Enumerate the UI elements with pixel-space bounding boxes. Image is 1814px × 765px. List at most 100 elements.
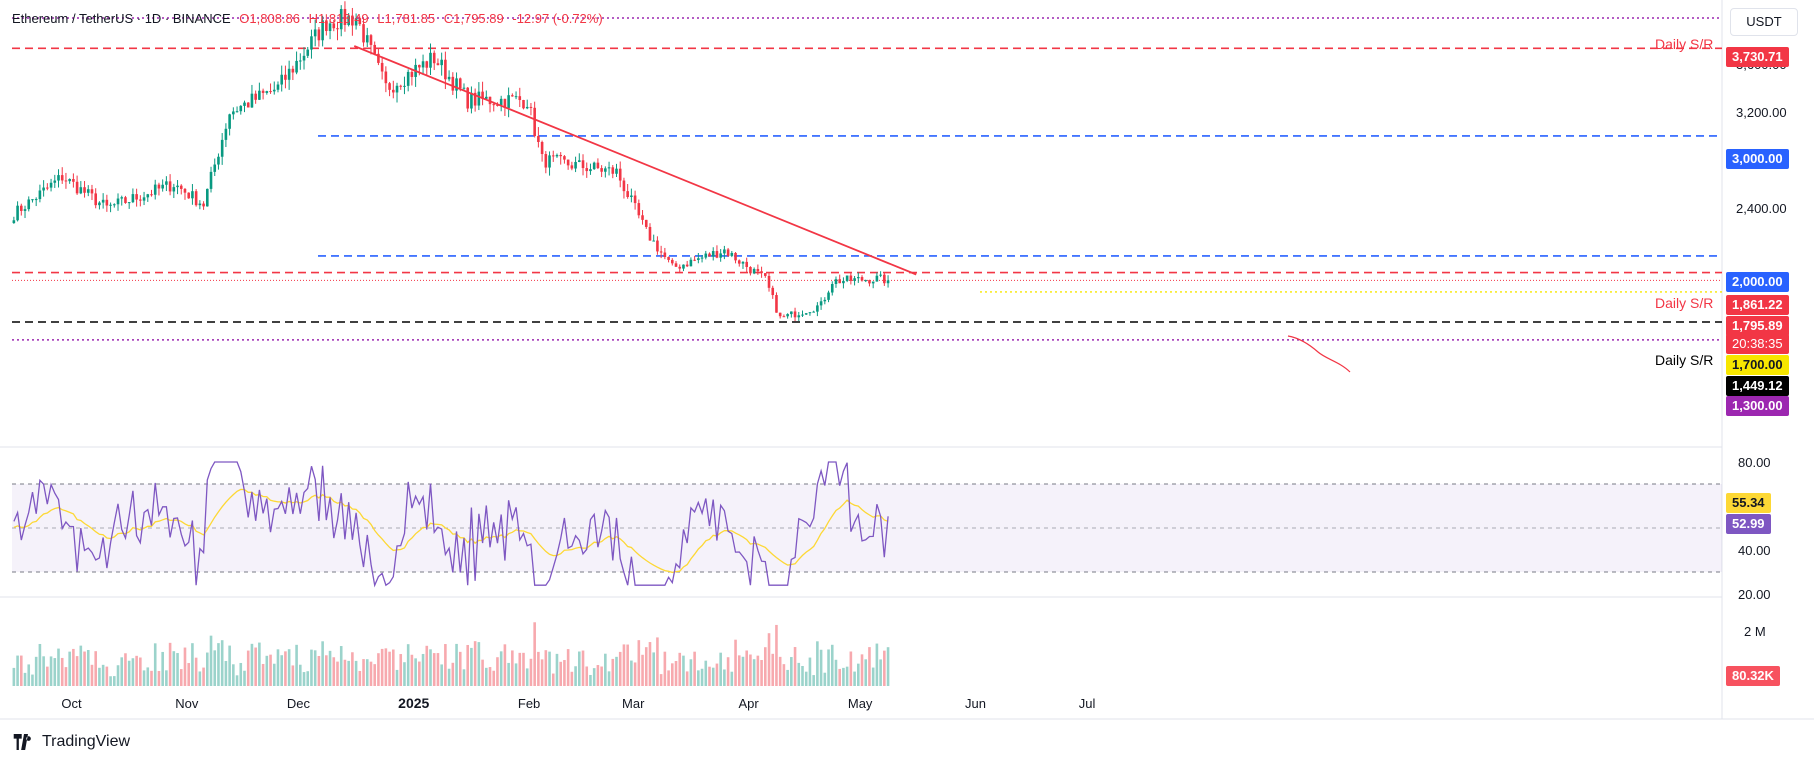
candle-body (507, 95, 510, 108)
volume-bar (399, 654, 403, 686)
candle-body (786, 314, 789, 317)
candle-body (749, 267, 752, 274)
volume-bar (559, 661, 562, 686)
candle-body (206, 188, 209, 207)
candle-body (86, 189, 90, 193)
volume-bar (700, 668, 704, 686)
candle-body (566, 159, 570, 166)
volume-bar (232, 664, 235, 686)
volume-bar (425, 645, 429, 686)
volume-bar (883, 650, 886, 686)
candle-body (838, 279, 841, 284)
volume-bar (745, 650, 748, 686)
volume-bar (250, 643, 254, 686)
candle-body (135, 194, 138, 200)
candle-body (853, 278, 856, 281)
candle-body (470, 92, 473, 109)
candle-body (332, 23, 336, 29)
candle-body (172, 187, 176, 192)
candle-body (466, 87, 469, 109)
volume-bar (395, 669, 399, 686)
sr-label-bottom: Daily S/R (1655, 352, 1714, 368)
volume-bar (321, 641, 324, 686)
candle-body (224, 128, 228, 140)
volume-bar (72, 648, 75, 686)
candle-body (410, 71, 414, 77)
volume-bar (652, 652, 655, 686)
candle-body (254, 93, 257, 100)
volume-bar (94, 651, 97, 686)
candle-body (563, 156, 566, 160)
volume-bar (447, 668, 451, 686)
volume-bar (719, 652, 722, 686)
volume-bar (124, 653, 127, 686)
candle-body (663, 252, 667, 258)
volume-bar (525, 668, 529, 686)
candle-body (741, 261, 745, 264)
volume-bar (224, 660, 228, 686)
candle-body (150, 194, 153, 196)
volume-bar (276, 649, 280, 686)
volume-bar (704, 660, 708, 686)
volume-bar (165, 670, 168, 686)
candle-body (592, 162, 596, 170)
volume-bar (310, 649, 313, 686)
volume-bar (834, 659, 838, 686)
volume-bar (183, 647, 187, 686)
candle-body (339, 8, 343, 30)
candle-body (98, 202, 101, 206)
volume-bar (726, 657, 730, 686)
tradingview-logo-icon (13, 734, 31, 750)
candle-body (46, 187, 49, 189)
symbol-title[interactable]: Ethereum / TetherUS · 1D · BINANCE (12, 11, 231, 26)
volume-bar (470, 647, 473, 686)
volume-tick: 2 M (1744, 624, 1766, 639)
candle-body (845, 275, 849, 281)
volume-bar (503, 644, 507, 686)
ohlc-open: O1,808.86 (239, 11, 301, 26)
volume-bar (618, 651, 622, 686)
volume-bar (354, 660, 358, 686)
candle-body (23, 209, 27, 211)
time-tick: Nov (175, 696, 199, 711)
volume-bar (410, 654, 414, 686)
candle-body (797, 315, 801, 318)
candle-body (142, 197, 146, 201)
volume-bar (369, 661, 373, 686)
volume-bar (198, 671, 202, 686)
volume-bar (68, 651, 71, 686)
candle-body (674, 263, 678, 267)
volume-bar (778, 656, 782, 686)
candle-body (369, 35, 373, 45)
candle-body (235, 111, 239, 113)
volume-bar (771, 653, 775, 686)
candle-body (574, 161, 577, 169)
volume-bar (131, 658, 135, 686)
candle-body (187, 192, 190, 199)
volume-bar (209, 635, 213, 686)
candle-body (578, 160, 581, 162)
volume-bar (444, 644, 447, 686)
tradingview-logo[interactable]: TradingView (12, 733, 130, 751)
volume-bar (685, 671, 689, 686)
candle-body (570, 165, 574, 169)
candle-body (555, 154, 559, 157)
volume-bar (488, 667, 492, 686)
volume-bar (325, 655, 328, 686)
volume-bar (775, 624, 778, 686)
volume-bar (179, 669, 183, 686)
volume-bar (886, 647, 890, 686)
candle-body (313, 29, 317, 37)
volume-bar (317, 655, 321, 686)
candle-body (139, 199, 142, 201)
currency-button[interactable]: USDT (1730, 8, 1798, 36)
volume-bar (697, 670, 700, 686)
volume-bar (604, 653, 607, 686)
candle-body (730, 252, 734, 256)
candle-body (124, 197, 127, 203)
volume-bar (455, 643, 458, 686)
candle-body (611, 167, 615, 174)
candle-body (265, 91, 269, 93)
candle-body (883, 274, 886, 284)
candle-body (157, 184, 161, 189)
